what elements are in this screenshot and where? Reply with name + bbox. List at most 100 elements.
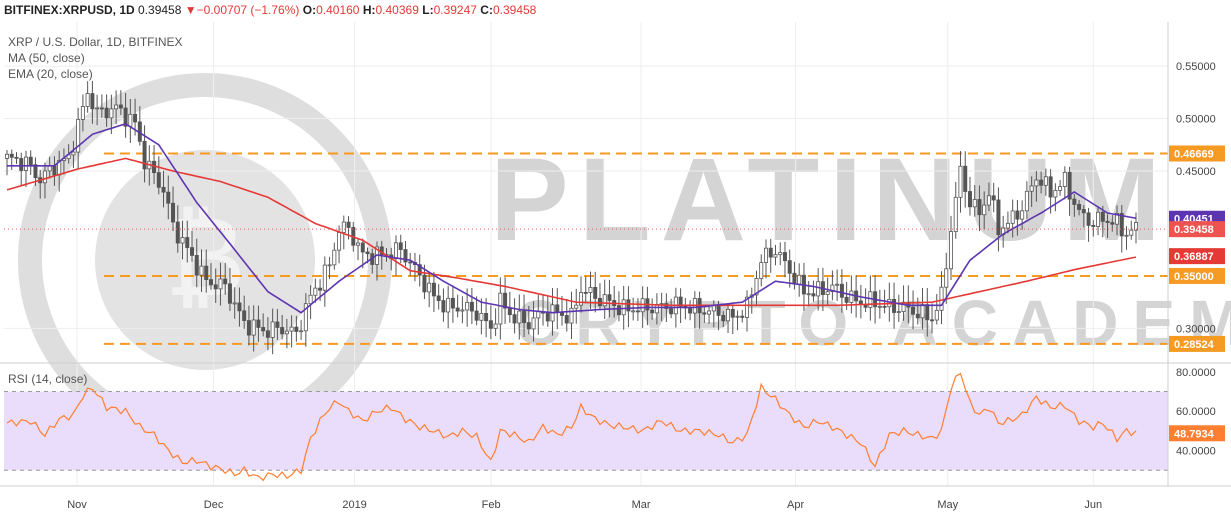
candle-body [488, 320, 493, 329]
time-tick-label: Jun [1084, 499, 1102, 511]
rsi-band [4, 391, 1168, 471]
candle-body [299, 330, 304, 333]
level-badge [1169, 145, 1225, 162]
legend-main: XRP / U.S. Dollar, 1D, BITFINEX [8, 35, 183, 49]
candle-body [431, 282, 436, 297]
candle-body [474, 310, 479, 321]
level-badge [1169, 335, 1225, 352]
candle-body [213, 284, 218, 290]
candle-body [745, 296, 750, 318]
candle-body [123, 107, 128, 127]
candle-body [265, 330, 270, 338]
candle-body [227, 283, 232, 304]
price-marker-label: 0.36887 [1174, 251, 1214, 263]
candle-body [915, 313, 920, 319]
candle-body [621, 299, 626, 316]
candle-body [702, 312, 707, 315]
rsi-tick-label: 80.0000 [1176, 367, 1216, 379]
candle-body [204, 265, 209, 280]
candle-body [602, 294, 607, 307]
open-label: O: [302, 3, 317, 17]
candle-body [242, 310, 247, 321]
candle-body [512, 314, 517, 324]
rsi-value-badge [1169, 425, 1225, 442]
candle-body [564, 315, 569, 324]
level-badge-label: 0.46669 [1174, 148, 1214, 160]
candle-body [678, 296, 683, 307]
candle-body [839, 283, 844, 298]
candle-body [982, 204, 987, 216]
time-tick-label: Feb [482, 499, 501, 511]
candle-body [1129, 229, 1134, 236]
candle-body [360, 242, 365, 253]
candle-body [578, 292, 583, 306]
candle-body [109, 108, 114, 119]
price-marker-badge [1169, 221, 1225, 238]
candle-body [133, 113, 138, 123]
candle-body [1086, 212, 1091, 226]
close-label: C: [480, 3, 493, 17]
time-tick-label: May [937, 499, 958, 511]
watermark-line1: PLATINUM [490, 134, 1171, 266]
candle-body [436, 295, 441, 301]
candle-body [441, 300, 446, 313]
candle-body [327, 264, 332, 267]
candle-body [526, 322, 531, 330]
candle-body [531, 317, 536, 330]
candle-body [218, 278, 223, 290]
candle-body [844, 296, 849, 303]
down-arrow-icon: ▼ [184, 3, 197, 17]
candle-body [806, 293, 811, 296]
ma-50-line [6, 157, 1137, 307]
candle-body [707, 310, 712, 315]
candle-body [688, 307, 693, 314]
candle-body [593, 287, 598, 299]
candle-body [455, 307, 460, 312]
candle-body [792, 272, 797, 285]
candle-body [1091, 224, 1096, 227]
candle-body [114, 104, 119, 110]
candle-body [275, 321, 280, 328]
candle-body [142, 140, 147, 170]
candle-body [284, 330, 289, 335]
candle-body [735, 315, 740, 318]
candle-body [1039, 179, 1044, 186]
symbol-label: BITFINEX:XRPUSD, 1D [4, 3, 135, 17]
candle-body [303, 303, 308, 332]
candle-body [5, 153, 10, 159]
candle-body [1024, 190, 1029, 212]
candle-body [721, 315, 726, 322]
candle-body [99, 107, 104, 110]
candle-body [896, 311, 901, 313]
candle-body [180, 237, 185, 244]
last-price: 0.39458 [138, 3, 182, 17]
candle-body [626, 299, 631, 312]
candle-body [1020, 210, 1025, 220]
legend-ema: EMA (20, close) [8, 67, 93, 81]
candle-body [23, 156, 28, 171]
candle-body [9, 153, 14, 158]
candle-body [308, 294, 313, 305]
candle-body [185, 237, 190, 249]
candle-body [1043, 176, 1048, 186]
candle-body [398, 242, 403, 250]
candle-body [545, 312, 550, 322]
candle-body [256, 319, 261, 328]
candle-body [635, 310, 640, 313]
candle-body [773, 254, 778, 258]
candle-body [208, 279, 213, 286]
candle-body [911, 306, 916, 315]
candle-body [190, 247, 195, 256]
time-tick-label: 2019 [342, 499, 366, 511]
price-marker-label: 0.39458 [1174, 224, 1214, 236]
candle-body [816, 281, 821, 297]
candle-body [14, 156, 19, 159]
candle-body [986, 195, 991, 206]
candle-body [1053, 189, 1058, 198]
candle-body [1105, 220, 1110, 223]
time-tick-label: Nov [67, 499, 87, 511]
candle-body [237, 302, 242, 312]
candle-body [1010, 210, 1015, 224]
candle-body [939, 286, 944, 311]
